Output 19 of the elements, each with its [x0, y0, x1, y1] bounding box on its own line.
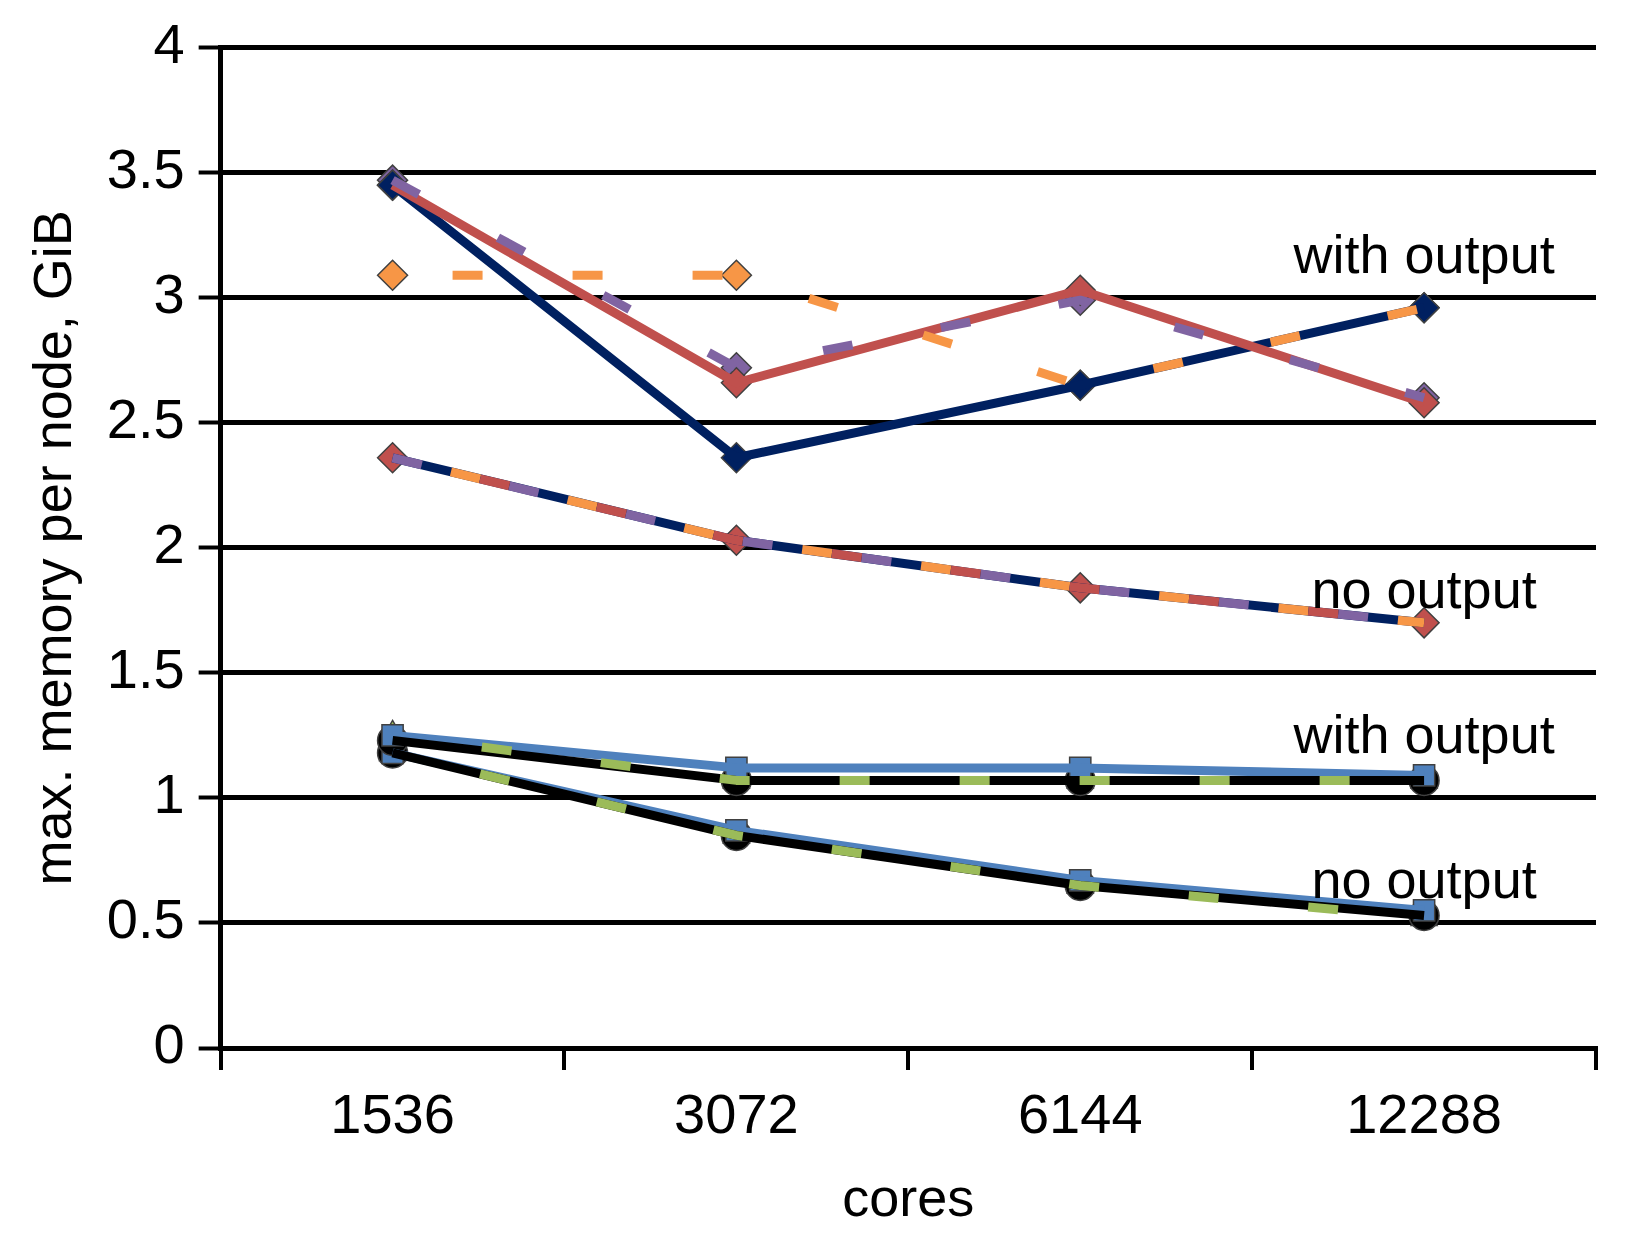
y-tick-label: 2 [153, 512, 185, 576]
annotation: no output [1311, 558, 1537, 619]
x-tick-label: 1536 [330, 1082, 455, 1146]
y-tick-label: 1 [153, 762, 185, 826]
x-axis-title: cores [842, 1167, 975, 1228]
y-tick-label: 2.5 [106, 387, 185, 451]
y-tick-label: 1.5 [106, 637, 185, 701]
y-tick-label: 3 [153, 262, 185, 326]
annotation: no output [1311, 848, 1537, 909]
y-tick-label: 0.5 [106, 887, 185, 951]
x-tick-label: 3072 [674, 1082, 799, 1146]
y-tick-label: 0 [153, 1012, 185, 1076]
x-tick-label: 6144 [1017, 1082, 1143, 1146]
annotation: with output [1292, 223, 1555, 284]
y-tick-label: 3.5 [106, 137, 185, 201]
x-tick-label: 12288 [1346, 1082, 1502, 1146]
y-axis-title: max. memory per node, GiB [22, 210, 83, 886]
annotation: with output [1292, 703, 1555, 764]
y-tick-label: 4 [153, 12, 185, 76]
